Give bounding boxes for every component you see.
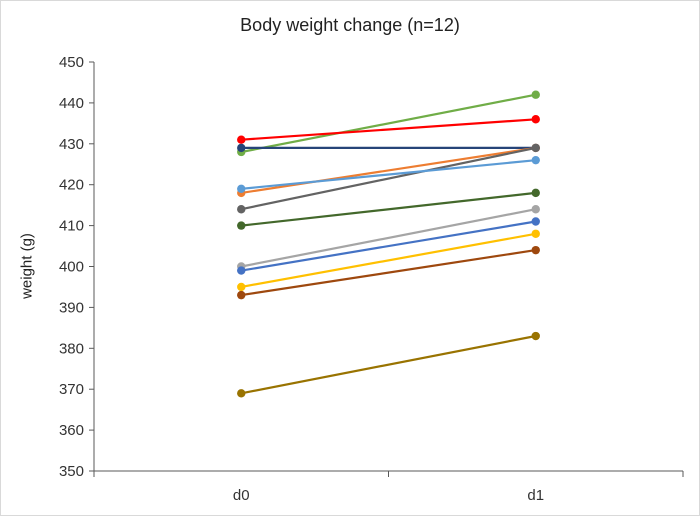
y-tick-label: 380: [59, 340, 84, 357]
data-point-d1: [531, 143, 540, 153]
series-line: [241, 232, 536, 288]
series-line: [241, 159, 536, 190]
y-tick-label: 360: [59, 422, 84, 439]
data-point-d1: [531, 205, 540, 214]
y-tick-label: 450: [59, 54, 84, 71]
data-point-d1: [531, 229, 540, 238]
series-1: [237, 90, 540, 157]
chart-title: Body weight change (n=12): [240, 15, 460, 35]
data-point-d0: [237, 143, 246, 153]
y-tick-label: 400: [59, 259, 84, 276]
series-line: [241, 191, 536, 227]
data-point-d1: [531, 90, 540, 99]
axes-layer: 350 360 370 380 390 400 410 420 430 440 450 d0 d1: [59, 54, 684, 504]
series-line: [241, 118, 536, 141]
series-layer: [237, 90, 540, 398]
series-12: [237, 331, 540, 398]
data-point-d0: [237, 266, 246, 275]
data-point-d0: [237, 389, 246, 398]
series-4: [237, 143, 540, 198]
series-line: [241, 220, 536, 272]
y-tick-label: 430: [59, 136, 84, 153]
data-point-d0: [237, 290, 246, 300]
y-tick-label: 350: [59, 463, 84, 480]
y-tick-label: 390: [59, 299, 84, 316]
data-point-d0: [237, 184, 246, 193]
x-tick-label-d1: d1: [527, 487, 544, 504]
series-line: [241, 146, 537, 211]
series-line: [241, 93, 537, 154]
series-11: [237, 245, 540, 300]
series-line: [241, 146, 536, 194]
data-point-d0: [237, 282, 246, 292]
data-point-d1: [531, 245, 540, 255]
series-line: [241, 208, 537, 268]
y-tick-label: 420: [59, 177, 84, 194]
x-tick-label-d0: d0: [233, 487, 250, 504]
series-9: [237, 217, 540, 275]
y-tick-label: 370: [59, 381, 84, 398]
series-7: [237, 188, 540, 230]
series-line: [241, 249, 536, 297]
data-point-d1: [531, 115, 540, 124]
data-point-d1: [531, 331, 540, 341]
series-line: [241, 334, 537, 395]
y-tick-label: 440: [59, 95, 84, 112]
data-point-d1: [531, 188, 540, 198]
data-point-d0: [237, 221, 246, 230]
data-point-d0: [237, 135, 246, 144]
series-6: [237, 155, 540, 193]
data-point-d0: [237, 205, 246, 214]
data-point-d1: [531, 155, 540, 165]
y-tick-label: 410: [59, 218, 84, 235]
series-5: [237, 143, 540, 214]
series-2: [237, 115, 540, 144]
data-point-d1: [531, 217, 540, 226]
series-10: [237, 229, 540, 292]
